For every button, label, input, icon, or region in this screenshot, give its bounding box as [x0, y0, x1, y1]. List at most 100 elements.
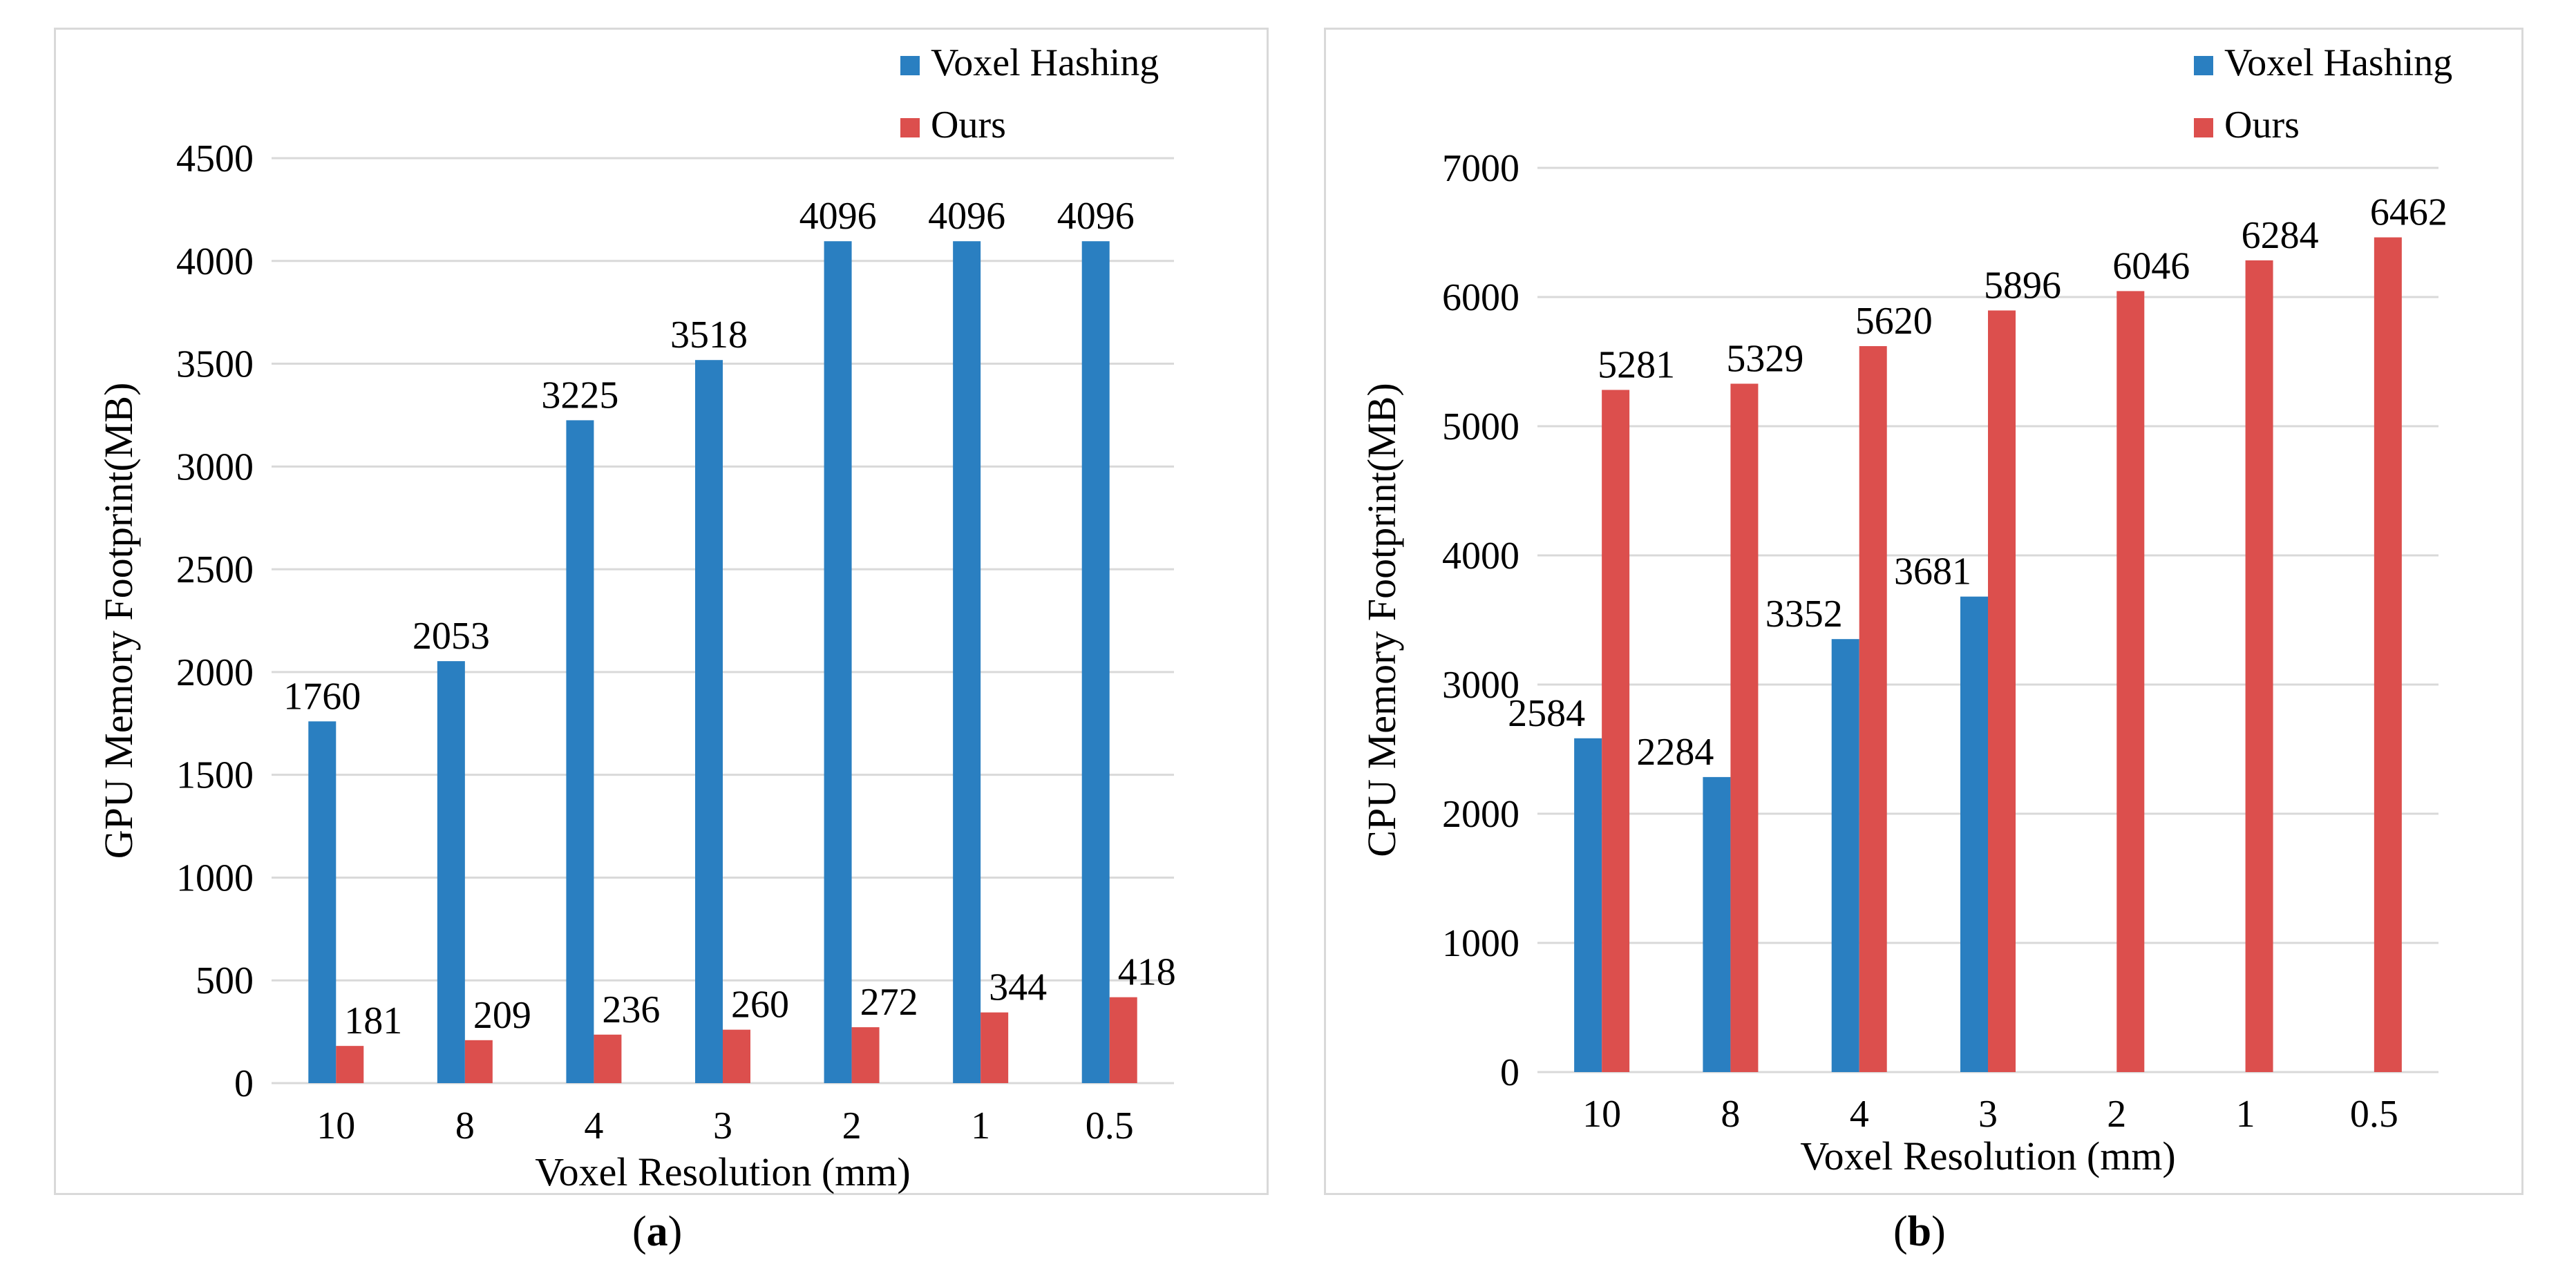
bar-ours — [1988, 310, 2016, 1072]
y-tick-label: 4000 — [1442, 535, 1519, 577]
bar-voxel-hashing — [1081, 241, 1110, 1084]
data-label: 4096 — [928, 195, 1005, 238]
x-tick-label: 10 — [316, 1105, 355, 1147]
y-tick-label: 3000 — [176, 446, 254, 488]
x-tick-label: 2 — [2107, 1093, 2126, 1136]
x-tick-label: 8 — [1721, 1093, 1740, 1136]
data-label: 344 — [989, 966, 1047, 1009]
data-label: 418 — [1118, 951, 1176, 994]
x-tick-label: 0.5 — [1086, 1105, 1134, 1147]
legend-label: Ours — [2224, 104, 2300, 146]
caption-a-open: ( — [632, 1208, 647, 1255]
y-tick-label: 0 — [1500, 1051, 1519, 1094]
bar-voxel-hashing — [695, 360, 723, 1083]
x-axis-title: Voxel Resolution (mm) — [1800, 1134, 2175, 1178]
x-tick-label: 1 — [2236, 1093, 2255, 1136]
legend-label: Voxel Hashing — [2224, 41, 2452, 84]
data-label: 5620 — [1855, 300, 1933, 343]
data-label: 5281 — [1598, 343, 1675, 386]
data-label: 3518 — [670, 314, 748, 356]
x-tick-label: 1 — [971, 1105, 990, 1147]
legend-label: Ours — [931, 104, 1006, 146]
y-tick-label: 2000 — [1442, 793, 1519, 836]
bar-ours — [464, 1040, 493, 1083]
x-tick-label: 3 — [1978, 1093, 1998, 1136]
x-tick-label: 10 — [1582, 1093, 1621, 1136]
y-tick-label: 7000 — [1442, 147, 1519, 190]
data-label: 2284 — [1636, 731, 1714, 774]
y-tick-label: 1000 — [1442, 922, 1519, 965]
x-axis-title: Voxel Resolution (mm) — [535, 1149, 910, 1194]
data-label: 236 — [602, 988, 660, 1031]
data-label: 3352 — [1765, 593, 1843, 636]
y-axis-title: GPU Memory Footprint(MB) — [96, 383, 141, 859]
y-tick-label: 3000 — [1442, 664, 1519, 707]
data-label: 2584 — [1508, 692, 1585, 735]
bar-voxel-hashing — [1831, 639, 1859, 1072]
data-label: 260 — [731, 984, 789, 1026]
data-label: 4096 — [1057, 195, 1135, 238]
data-label: 2053 — [413, 615, 490, 658]
bar-ours — [594, 1034, 622, 1083]
gpu-memory-chart: 0 500 1000 1500 2000 2500 3000 3500 4000 4500 1760… — [96, 41, 1176, 1194]
y-tick-label: 4000 — [176, 240, 254, 283]
legend-swatch — [2194, 56, 2213, 75]
bar-ours — [1109, 997, 1137, 1083]
bar-voxel-hashing — [437, 661, 465, 1083]
legend-swatch — [2194, 118, 2213, 137]
caption-a: (a) — [632, 1207, 682, 1256]
bar-ours — [2245, 260, 2273, 1073]
data-label: 272 — [860, 981, 918, 1024]
caption-b: (b) — [1893, 1207, 1946, 1256]
y-tick-label: 4500 — [176, 137, 254, 180]
data-label: 3225 — [541, 374, 618, 417]
legend-label: Voxel Hashing — [931, 41, 1159, 84]
bar-ours — [1859, 346, 1887, 1072]
x-tick-label: 4 — [1850, 1093, 1869, 1136]
bar-voxel-hashing — [1960, 596, 1988, 1072]
data-label: 4096 — [799, 195, 877, 238]
bar-ours — [2374, 237, 2402, 1073]
chart-panel-b: 0 1000 2000 3000 4000 5000 6000 7000 2584 2284 335… — [1324, 28, 2523, 1195]
y-tick-label: 2000 — [176, 651, 254, 694]
data-label: 3681 — [1894, 551, 1971, 593]
data-label: 6462 — [2370, 191, 2447, 234]
data-label: 6284 — [2242, 214, 2319, 257]
bar-voxel-hashing — [566, 420, 594, 1083]
caption-b-close: ) — [1931, 1208, 1946, 1255]
x-tick-label: 0.5 — [2350, 1093, 2398, 1136]
caption-a-close: ) — [667, 1208, 683, 1255]
caption-b-letter: b — [1907, 1208, 1932, 1255]
cpu-memory-chart: 0 1000 2000 3000 4000 5000 6000 7000 2584 2284 335… — [1359, 41, 2452, 1178]
bar-voxel-hashing — [953, 241, 981, 1084]
chart-panel-a: 0 500 1000 1500 2000 2500 3000 3500 4000 4500 1760… — [54, 28, 1269, 1195]
y-tick-label: 500 — [196, 959, 254, 1002]
x-tick-label: 4 — [584, 1105, 603, 1147]
x-tick-label: 3 — [713, 1105, 732, 1147]
y-tick-label: 3500 — [176, 343, 254, 386]
bar-ours — [981, 1012, 1009, 1083]
data-label: 5896 — [1984, 264, 2061, 307]
bar-voxel-hashing — [824, 241, 852, 1084]
data-label: 6046 — [2112, 245, 2190, 287]
y-tick-label: 6000 — [1442, 276, 1519, 319]
bar-voxel-hashing — [1703, 776, 1731, 1072]
y-tick-label: 0 — [234, 1062, 254, 1105]
y-tick-label: 5000 — [1442, 405, 1519, 448]
y-tick-label: 1000 — [176, 857, 254, 899]
x-tick-label: 8 — [455, 1105, 475, 1147]
data-label: 1760 — [283, 675, 361, 718]
data-label: 5329 — [1726, 337, 1803, 380]
data-label: 209 — [473, 994, 531, 1037]
bar-ours — [723, 1029, 750, 1083]
caption-a-letter: a — [646, 1208, 668, 1255]
bar-ours — [1730, 383, 1759, 1072]
legend-swatch — [900, 56, 920, 75]
bar-ours — [2116, 291, 2145, 1073]
bar-voxel-hashing — [1574, 738, 1602, 1072]
caption-b-open: ( — [1893, 1208, 1908, 1255]
bar-voxel-hashing — [308, 721, 337, 1083]
bar-ours — [851, 1027, 880, 1083]
legend-swatch — [900, 118, 920, 137]
bar-ours — [336, 1046, 364, 1083]
